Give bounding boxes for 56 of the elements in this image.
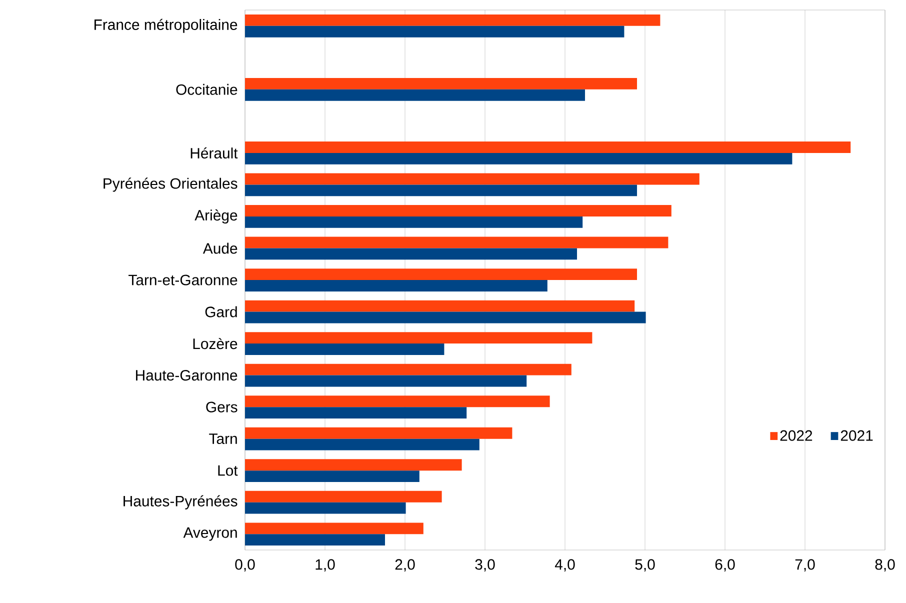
y-tick-label: Occitanie <box>176 84 238 95</box>
bar <box>245 280 548 292</box>
bar <box>245 470 420 482</box>
legend-label: 2021 <box>840 430 873 441</box>
bar <box>245 184 638 196</box>
bar <box>245 438 480 450</box>
y-tick-label: Tarn <box>209 434 237 444</box>
bar <box>245 26 624 38</box>
y-tick-label: Ariège <box>194 209 238 224</box>
y-tick-label: Tarn-et-Garonne <box>128 274 238 286</box>
x-tick-label: 0,0 <box>235 559 255 572</box>
x-tick-label: 7,0 <box>795 559 815 572</box>
y-tick-label: Gard <box>205 306 237 318</box>
y-tick-label: France métropolitaine <box>94 18 238 33</box>
bar <box>245 173 700 185</box>
bar <box>245 142 851 153</box>
bar <box>245 236 668 248</box>
bar <box>245 89 586 101</box>
bar <box>245 396 550 408</box>
y-tick-label: Haute-Garonne <box>136 370 238 381</box>
y-tick-label: Hérault <box>190 147 238 159</box>
bar <box>245 78 638 90</box>
bar <box>245 216 583 228</box>
bar <box>245 459 462 471</box>
bar <box>245 364 572 376</box>
y-tick-label: Gers <box>206 402 238 412</box>
bar <box>245 427 512 439</box>
x-tick-label: 3,0 <box>475 559 495 572</box>
bar <box>245 312 646 324</box>
bar <box>245 205 672 216</box>
x-tick-label: 1,0 <box>316 559 335 572</box>
bar <box>245 534 385 546</box>
y-tick-label: Aude <box>202 242 238 254</box>
y-tick-label: Lozère <box>193 338 238 350</box>
y-tick-label: Aveyron <box>183 527 237 541</box>
y-tick-label: Pyrénées Orientales <box>104 178 238 192</box>
x-tick-label: 5,0 <box>635 559 655 572</box>
bar <box>245 300 635 312</box>
x-tick-label: 2,0 <box>395 559 415 572</box>
bar <box>245 268 638 280</box>
y-tick-label: Hautes-Pyrénées <box>124 495 238 510</box>
bar <box>245 490 442 502</box>
x-tick-label: 6,0 <box>715 559 735 572</box>
legend-label: 2022 <box>780 430 812 441</box>
bar <box>245 248 578 260</box>
bar <box>245 502 406 514</box>
bar <box>245 407 467 418</box>
x-tick-label: 4,0 <box>554 559 575 572</box>
bar <box>245 152 792 164</box>
bar <box>245 344 444 355</box>
bar <box>245 332 592 344</box>
bar <box>245 522 424 534</box>
bar <box>245 14 660 26</box>
x-tick-label: 8,0 <box>875 559 895 572</box>
bar <box>245 375 527 387</box>
y-tick-label: Lot <box>218 465 238 476</box>
